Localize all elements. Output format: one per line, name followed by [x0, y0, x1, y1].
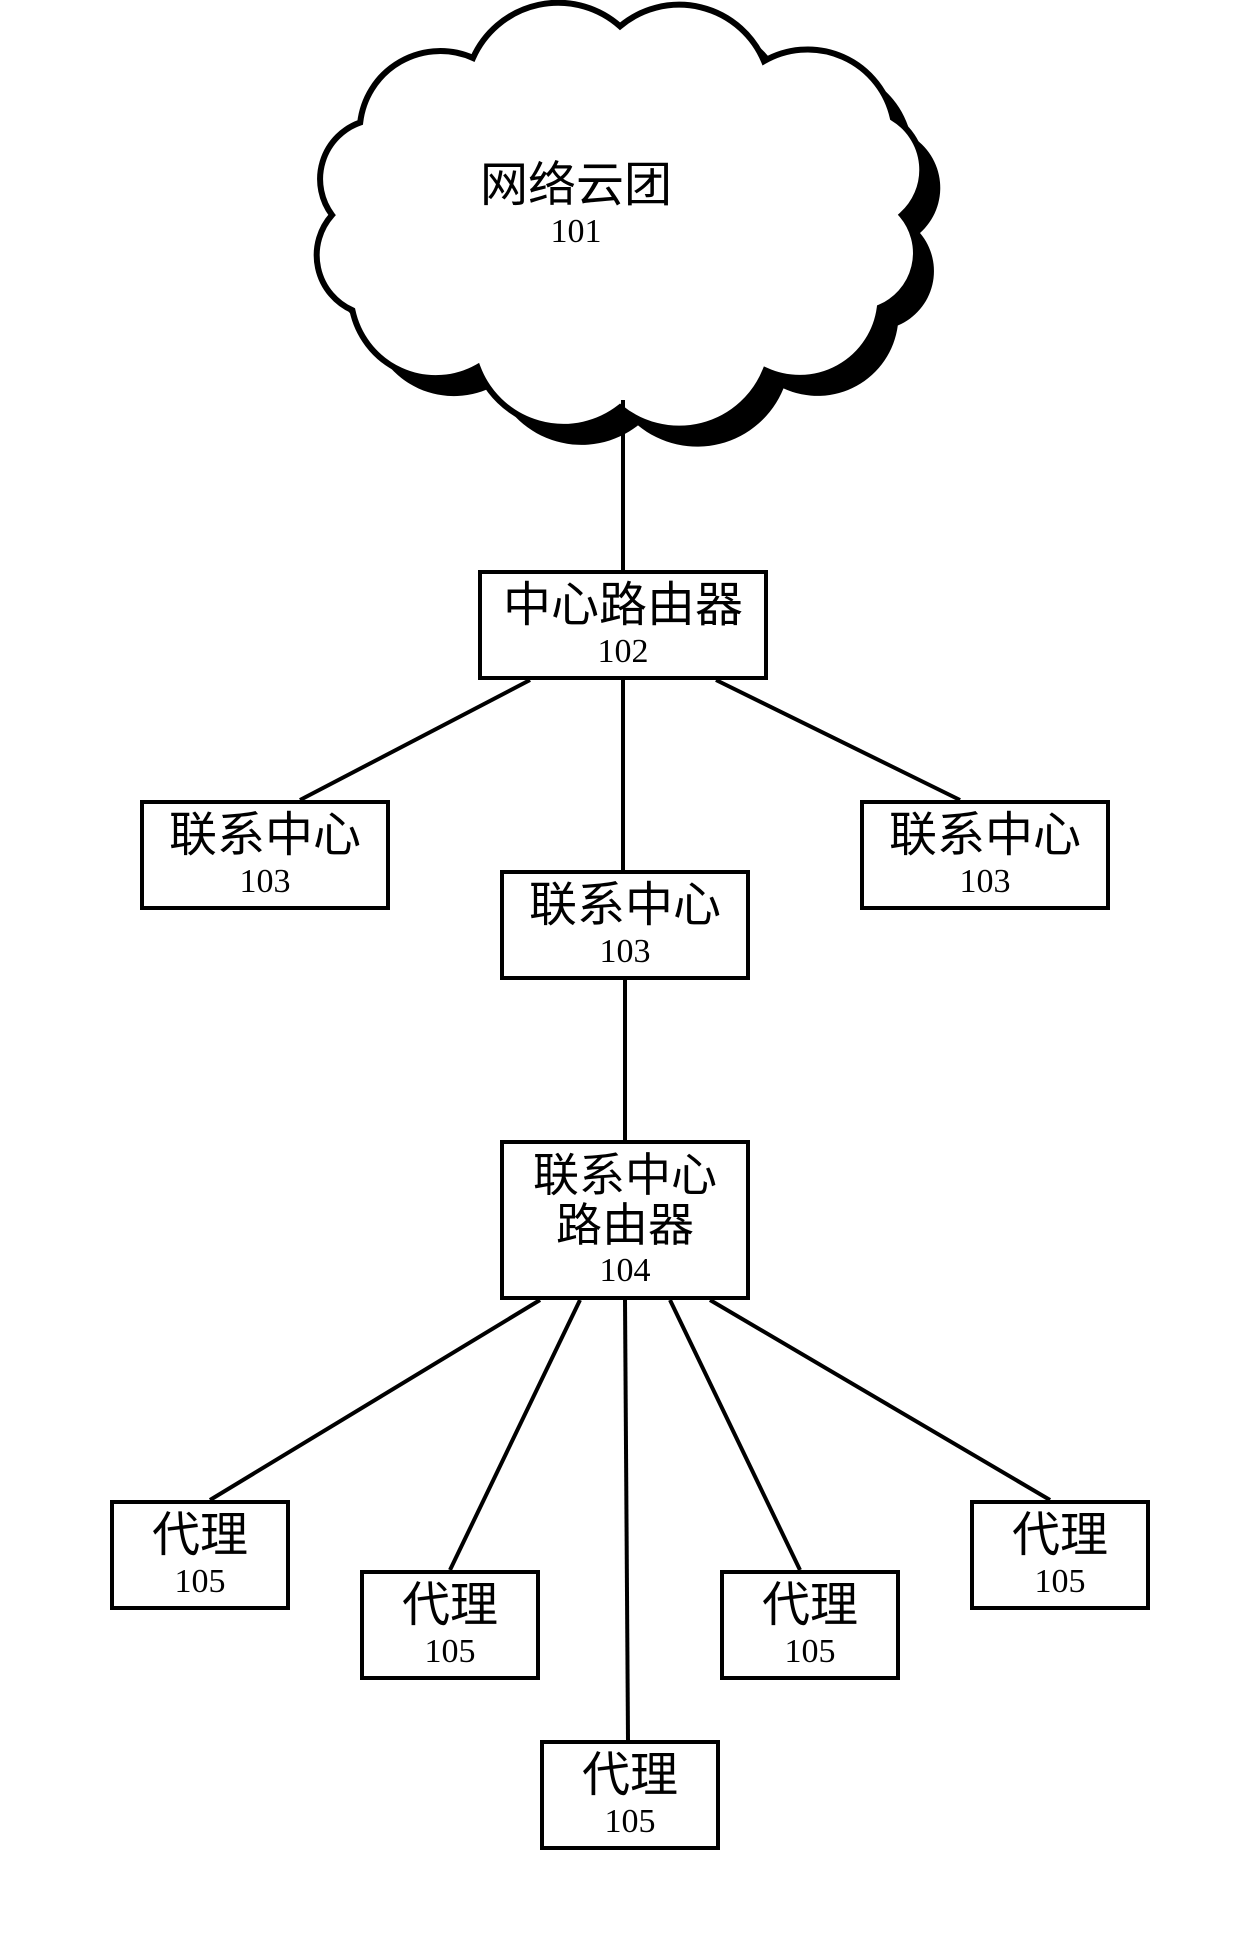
- node-number: 105: [785, 1633, 836, 1670]
- node-label: 中心路由器: [503, 580, 743, 633]
- cloud-number: 101: [480, 213, 672, 250]
- edge-line: [716, 680, 960, 800]
- contact-center-node: 联系中心 103: [860, 800, 1110, 910]
- cloud-title: 网络云团: [480, 160, 672, 213]
- node-number: 105: [175, 1563, 226, 1600]
- node-label: 联系中心: [889, 810, 1081, 863]
- node-label-line2: 路由器: [556, 1201, 694, 1252]
- agent-node: 代理 105: [720, 1570, 900, 1680]
- node-number: 104: [600, 1252, 651, 1289]
- contact-center-node: 联系中心 103: [500, 870, 750, 980]
- contact-center-node: 联系中心 103: [140, 800, 390, 910]
- central-router-node: 中心路由器 102: [478, 570, 768, 680]
- agent-node: 代理 105: [110, 1500, 290, 1610]
- agent-node: 代理 105: [540, 1740, 720, 1850]
- agent-node: 代理 105: [360, 1570, 540, 1680]
- node-label-line1: 联系中心: [533, 1151, 717, 1202]
- node-label: 代理: [762, 1580, 858, 1633]
- node-number: 105: [425, 1633, 476, 1670]
- contact-center-router-node: 联系中心 路由器 104: [500, 1140, 750, 1300]
- node-label: 代理: [1012, 1510, 1108, 1563]
- node-label: 联系中心: [169, 810, 361, 863]
- cloud-node-label: 网络云团 101: [480, 160, 672, 250]
- node-label: 联系中心: [529, 880, 721, 933]
- node-label: 代理: [582, 1750, 678, 1803]
- node-number: 103: [240, 863, 291, 900]
- node-number: 103: [960, 863, 1011, 900]
- node-number: 102: [598, 633, 649, 670]
- node-number: 103: [600, 933, 651, 970]
- edge-line: [300, 680, 530, 800]
- node-label: 代理: [152, 1510, 248, 1563]
- edge-line: [710, 1300, 1050, 1500]
- node-label: 代理: [402, 1580, 498, 1633]
- edge-line: [625, 1300, 628, 1740]
- node-number: 105: [1035, 1563, 1086, 1600]
- agent-node: 代理 105: [970, 1500, 1150, 1610]
- node-number: 105: [605, 1803, 656, 1840]
- edge-line: [210, 1300, 540, 1500]
